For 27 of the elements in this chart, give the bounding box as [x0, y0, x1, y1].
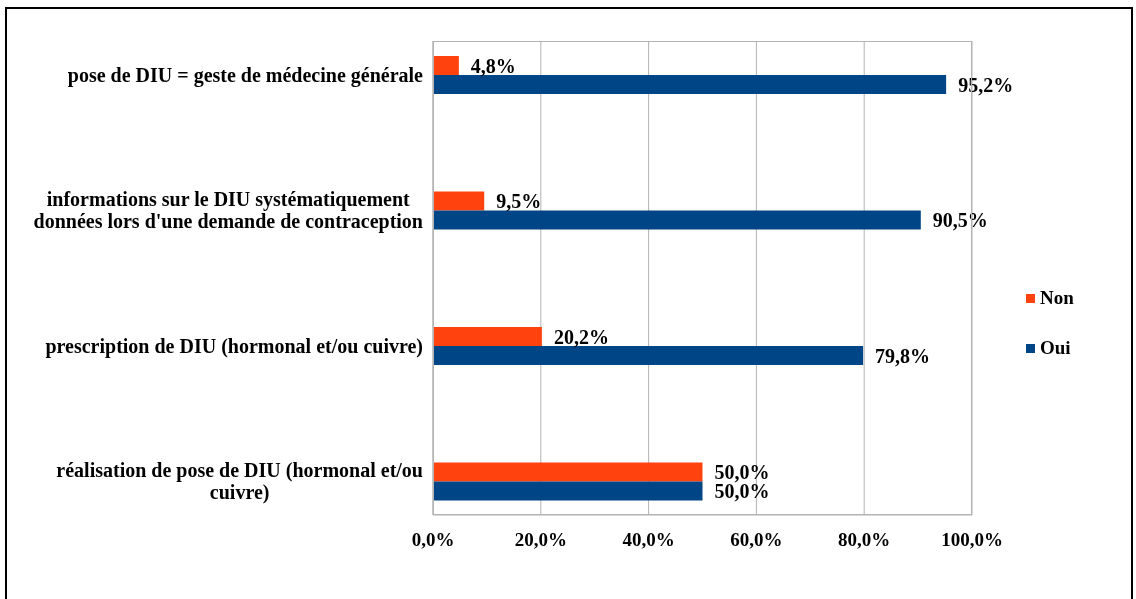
- x-tick-label: 0,0%: [411, 529, 455, 551]
- bar: [433, 191, 485, 211]
- x-tick-label: 80,0%: [838, 529, 891, 551]
- x-tick-label: 100,0%: [941, 529, 1003, 551]
- legend-label: Non: [1040, 287, 1074, 309]
- y-tick-label: pose de DIU = geste de médecine générale: [67, 63, 424, 87]
- legend-label: Oui: [1040, 337, 1071, 359]
- y-tick-label: informations sur le DIU systématiquement données lors d'une demande de contraception: [33, 188, 423, 234]
- bar: [433, 462, 703, 482]
- bar: [433, 56, 459, 75]
- data-label: 79,8%: [875, 344, 931, 367]
- data-label: 9,5%: [496, 190, 542, 213]
- bar: [433, 210, 921, 230]
- data-label: 4,8%: [470, 54, 516, 77]
- bar: [433, 327, 542, 346]
- x-tick-label: 40,0%: [622, 529, 675, 551]
- data-label: 90,5%: [932, 209, 988, 232]
- x-tick-label: 60,0%: [730, 529, 783, 551]
- data-label: 50,0%: [714, 461, 770, 484]
- data-label: 95,2%: [958, 73, 1014, 96]
- y-tick-label: prescription de DIU (hormonal et/ou cuivre): [45, 334, 423, 358]
- bar: [433, 346, 864, 365]
- bar: [433, 481, 703, 501]
- bar: [433, 75, 947, 94]
- y-tick-label: réalisation de pose de DIU (hormonal et/ou cuivre): [56, 459, 424, 505]
- x-tick-label: 20,0%: [514, 529, 567, 551]
- data-label: 20,2%: [553, 325, 609, 348]
